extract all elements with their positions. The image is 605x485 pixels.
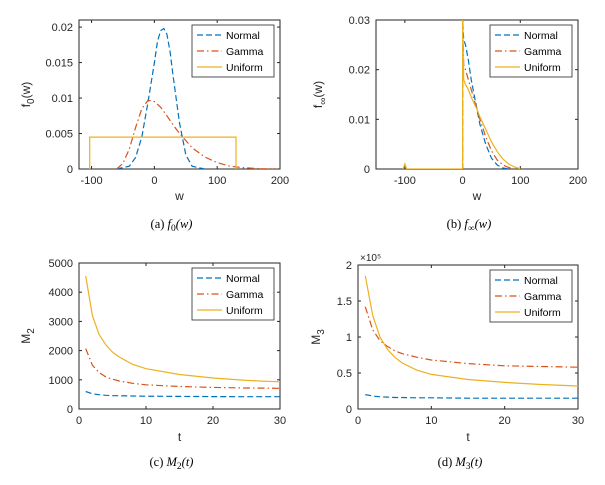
- y-tick-label: 2: [346, 260, 352, 272]
- y-tick-label: 5000: [49, 258, 73, 270]
- y-tick-label: 3000: [49, 316, 73, 328]
- legend-label-gamma: Gamma: [226, 46, 264, 58]
- x-tick-label: 10: [425, 415, 437, 427]
- legend-label-normal: Normal: [226, 30, 260, 42]
- series-line-uniform: [402, 20, 521, 169]
- y-exponent-label: ×10⁵: [360, 253, 381, 264]
- plot-area-frame: [375, 19, 579, 170]
- chart-panel-2: -100 0 100 200 0 0.01 0.02 0.03 w f∞(w) Normal Gamm…: [311, 15, 587, 234]
- y-axis-label: f0(w): [19, 82, 37, 108]
- x-tick-label: 100: [511, 175, 529, 187]
- x-tick-label: 20: [499, 415, 511, 427]
- y-tick-label: 2000: [49, 346, 73, 358]
- y-tick-label: 0.015: [45, 58, 73, 70]
- legend-label-normal: Normal: [524, 30, 558, 42]
- legend: Normal Gamma Uniform: [191, 267, 275, 321]
- y-tick-label: 4000: [49, 287, 73, 299]
- x-tick-label: 0: [76, 415, 82, 427]
- series-line-normal: [365, 394, 578, 399]
- y-tick-label: 0.02: [52, 22, 73, 34]
- y-axis-label: f∞(w): [311, 81, 329, 108]
- x-tick-label: 100: [208, 175, 226, 187]
- y-tick-label: 1000: [49, 375, 73, 387]
- legend-label-gamma: Gamma: [226, 289, 264, 301]
- legend-label-gamma: Gamma: [524, 291, 562, 303]
- x-tick-label: -100: [394, 175, 416, 187]
- panel-caption: (a) f0(w): [151, 217, 193, 234]
- y-tick-label: 0: [364, 164, 370, 176]
- panel-caption: (d) M3(t): [438, 455, 483, 472]
- chart-panel-4: 0 10 20 30 0 0.5 1 1.5 2 ×10⁵ t M3 Normal Gamma Unifor…: [309, 253, 584, 472]
- legend-label-uniform: Uniform: [226, 62, 263, 74]
- panel-caption: (c) M2(t): [150, 455, 194, 472]
- y-tick-label: 0.005: [45, 129, 73, 141]
- x-tick-label: -100: [81, 175, 103, 187]
- x-tick-label: 0: [355, 415, 361, 427]
- x-tick-label: 20: [207, 415, 219, 427]
- series-line-gamma: [85, 348, 280, 389]
- y-tick-label: 0.5: [337, 368, 352, 380]
- series-line-uniform: [89, 136, 237, 169]
- legend: Normal Gamma Uniform: [489, 24, 573, 78]
- series-line-gamma: [116, 99, 277, 169]
- legend-box: [489, 269, 573, 323]
- series-line-normal: [116, 27, 205, 169]
- x-tick-label: 30: [572, 415, 584, 427]
- legend-label-uniform: Uniform: [524, 307, 561, 319]
- y-tick-label: 0.01: [52, 93, 73, 105]
- series-line-uniform: [85, 275, 280, 383]
- legend-box: [191, 267, 275, 321]
- series-line-normal: [85, 390, 280, 398]
- y-axis-label: M2: [19, 328, 37, 344]
- x-tick-label: 200: [271, 175, 289, 187]
- plot-area-frame: [78, 262, 281, 410]
- plot-area-frame: [78, 19, 281, 170]
- series-line-uniform: [364, 275, 578, 387]
- y-tick-label: 0: [67, 164, 73, 176]
- y-axis-label: M3: [309, 329, 327, 345]
- x-axis-label: t: [466, 430, 470, 444]
- chart-panel-3: 0 10 20 30 0 1000 2000 3000 4000 5000 t M2 Normal Gam…: [19, 258, 286, 472]
- x-axis-label: w: [472, 189, 482, 203]
- legend-label-normal: Normal: [524, 275, 558, 287]
- y-tick-label: 0: [67, 404, 73, 416]
- x-axis-label: w: [174, 189, 184, 203]
- panel-caption: (b) f∞(w): [447, 217, 492, 234]
- legend: Normal Gamma Uniform: [489, 269, 573, 323]
- y-tick-label: 0: [346, 404, 352, 416]
- legend-label-gamma: Gamma: [524, 46, 562, 58]
- y-tick-label: 0.02: [349, 65, 370, 77]
- x-tick-label: 30: [274, 415, 286, 427]
- legend-label-normal: Normal: [226, 273, 260, 285]
- legend: Normal Gamma Uniform: [191, 24, 275, 78]
- x-tick-label: 0: [151, 175, 157, 187]
- y-tick-label: 1.5: [337, 296, 352, 308]
- y-tick-label: 1: [346, 332, 352, 344]
- legend-box: [489, 24, 573, 78]
- chart-panel-1: -100 0 100 200 0 0.005 0.01 0.015 0.02 w f0(w) Norm…: [19, 19, 289, 234]
- legend-label-uniform: Uniform: [226, 305, 263, 317]
- y-tick-label: 0.03: [349, 15, 370, 27]
- legend-box: [191, 24, 275, 78]
- x-axis-label: t: [178, 430, 182, 444]
- x-tick-label: 10: [140, 415, 152, 427]
- legend-label-uniform: Uniform: [524, 62, 561, 74]
- x-tick-label: 0: [460, 175, 466, 187]
- y-tick-label: 0.01: [349, 114, 370, 126]
- x-tick-label: 200: [569, 175, 587, 187]
- series-line-gamma: [364, 306, 578, 368]
